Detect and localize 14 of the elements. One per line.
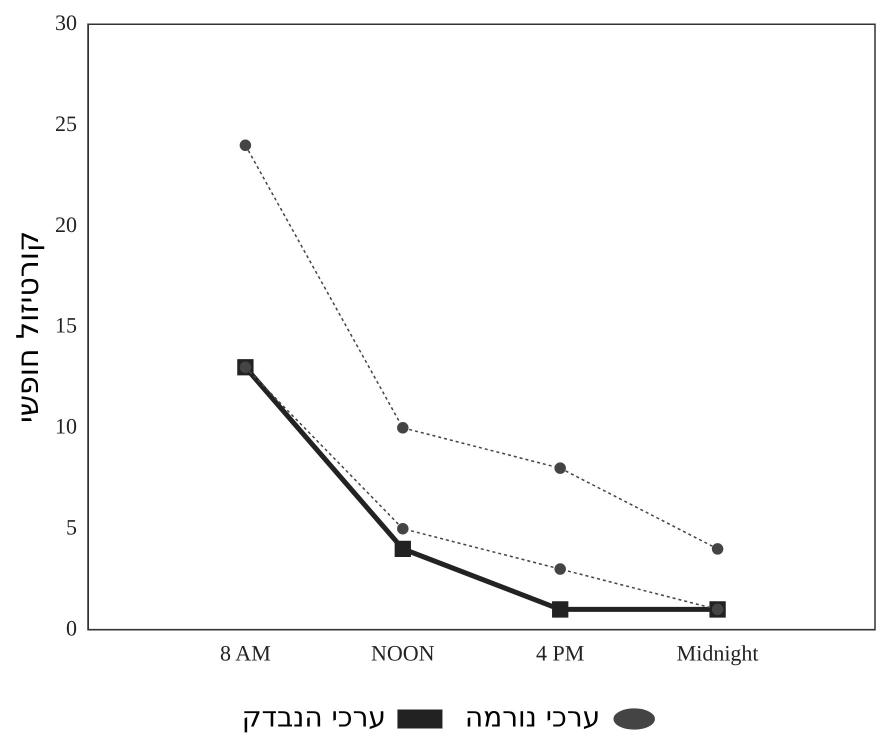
- y-tick-label: 10: [55, 414, 77, 439]
- y-tick-label: 25: [55, 110, 77, 136]
- x-tick-label: 8 AM: [220, 640, 271, 666]
- x-tick-label: 4 PM: [536, 640, 584, 666]
- y-tick-label: 5: [66, 514, 77, 540]
- y-tick-label: 0: [66, 615, 77, 640]
- legend-label: ערכי הנבדק: [242, 700, 386, 734]
- y-tick-label: 30: [55, 10, 77, 35]
- x-tick-label: NOON: [371, 640, 435, 666]
- y-tick-label: 15: [55, 312, 77, 338]
- legend-label: ערכי נורמה: [464, 700, 600, 734]
- y-tick-label: 20: [55, 212, 77, 237]
- y-axis-title: קורטיזול חופשי: [10, 230, 46, 423]
- x-tick-label: Midnight: [676, 640, 759, 666]
